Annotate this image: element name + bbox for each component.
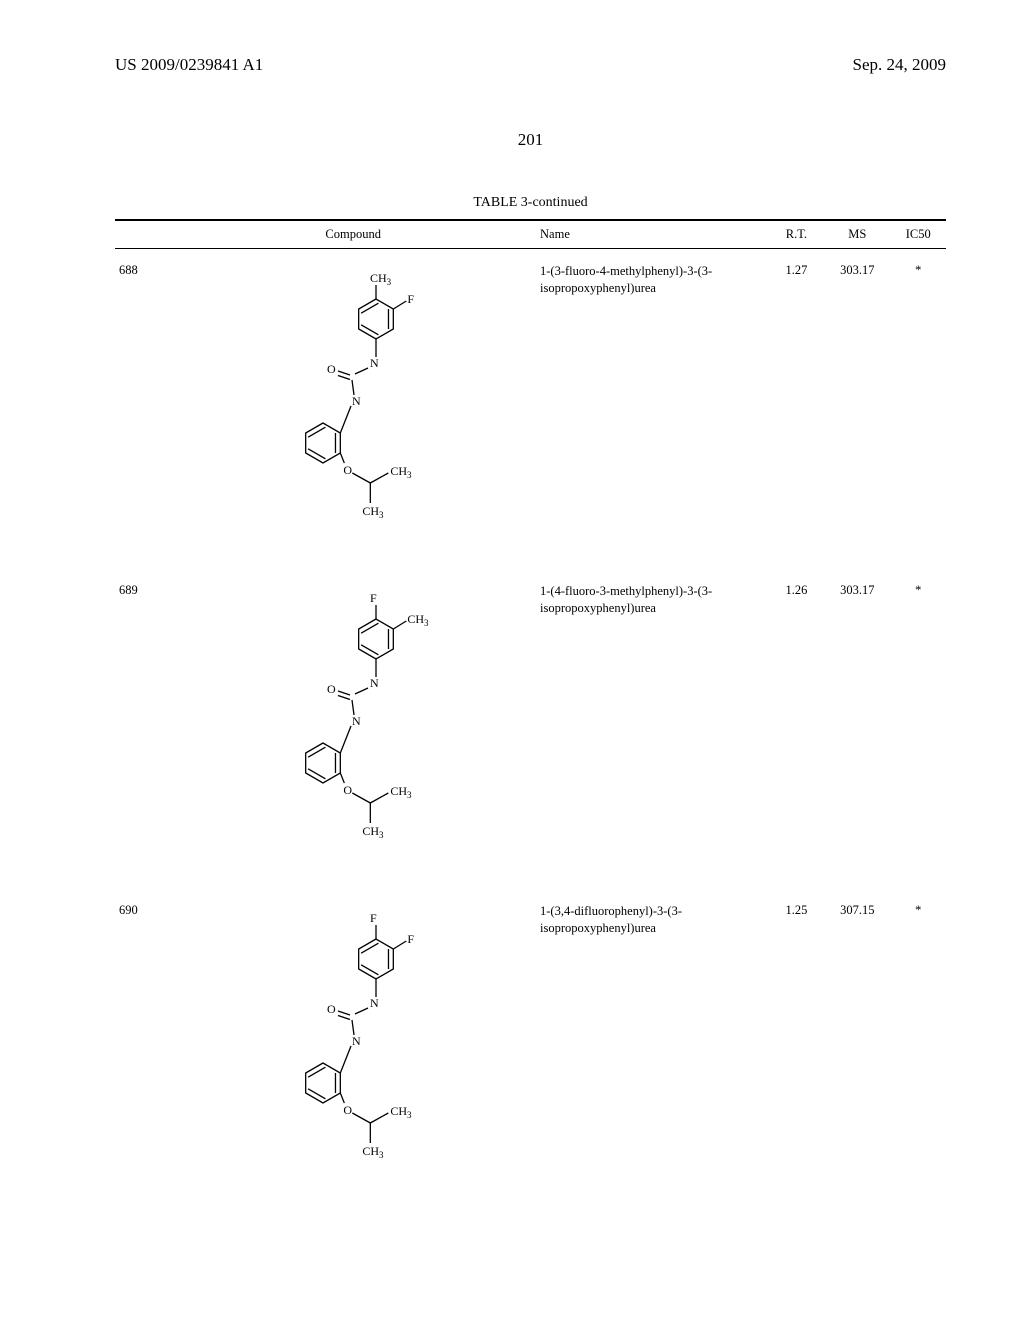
svg-text:F: F: [408, 292, 415, 306]
svg-text:O: O: [327, 1002, 336, 1016]
compound-structure: F CH3 N O N O CH3 CH3: [170, 569, 536, 889]
svg-text:N: N: [370, 676, 379, 690]
col-rt: R.T.: [769, 221, 824, 249]
svg-text:O: O: [344, 1103, 353, 1117]
svg-text:CH3: CH3: [363, 504, 385, 520]
svg-text:F: F: [370, 591, 377, 605]
svg-text:F: F: [370, 911, 377, 925]
svg-text:CH3: CH3: [391, 784, 413, 800]
svg-text:O: O: [344, 463, 353, 477]
svg-text:O: O: [344, 783, 353, 797]
svg-text:N: N: [370, 356, 379, 370]
compound-table: Compound Name R.T. MS IC50 688CH3FNONOCH…: [115, 221, 946, 1209]
publication-number: US 2009/0239841 A1: [115, 55, 263, 75]
ms-value: 307.15: [824, 889, 890, 1209]
svg-text:CH3: CH3: [363, 824, 385, 840]
svg-text:O: O: [327, 362, 336, 376]
svg-text:CH3: CH3: [408, 612, 430, 628]
svg-text:CH3: CH3: [370, 271, 392, 287]
col-name: Name: [536, 221, 769, 249]
compound-name: 1-(4-fluoro-3-methylphenyl)-3-(3-isoprop…: [536, 569, 769, 889]
table-row: 689 F CH3 N O N O CH3 CH3 1-(4-fluoro-3-methylphe…: [115, 569, 946, 889]
rt-value: 1.27: [769, 249, 824, 570]
col-ms: MS: [824, 221, 890, 249]
col-compound: Compound: [170, 221, 536, 249]
compound-name: 1-(3,4-difluorophenyl)-3-(3-isopropoxyph…: [536, 889, 769, 1209]
svg-text:CH3: CH3: [363, 1144, 385, 1160]
table-row: 688 CH3 F N O N O CH3 CH3 1-(3-fluoro-4-methylphe…: [115, 249, 946, 570]
compound-id: 688: [115, 249, 170, 570]
table-header-row: Compound Name R.T. MS IC50: [115, 221, 946, 249]
svg-text:N: N: [370, 996, 379, 1010]
compound-structure: CH3 F N O N O CH3 CH3: [170, 249, 536, 570]
svg-text:O: O: [327, 682, 336, 696]
ms-value: 303.17: [824, 569, 890, 889]
ms-value: 303.17: [824, 249, 890, 570]
svg-text:N: N: [352, 1034, 361, 1048]
col-id: [115, 221, 170, 249]
col-ic50: IC50: [891, 221, 946, 249]
ic50-value: *: [891, 889, 946, 1209]
rt-value: 1.26: [769, 569, 824, 889]
svg-text:CH3: CH3: [391, 464, 413, 480]
compound-id: 690: [115, 889, 170, 1209]
publication-date: Sep. 24, 2009: [853, 55, 947, 75]
ic50-value: *: [891, 249, 946, 570]
svg-text:N: N: [352, 714, 361, 728]
page-header: US 2009/0239841 A1 Sep. 24, 2009: [115, 55, 946, 75]
ic50-value: *: [891, 569, 946, 889]
svg-text:CH3: CH3: [391, 1104, 413, 1120]
table-row: 690 F F N O N O CH3 CH3 1-(3,4-difluorophenyl)-3-…: [115, 889, 946, 1209]
compound-id: 689: [115, 569, 170, 889]
compound-name: 1-(3-fluoro-4-methylphenyl)-3-(3-isoprop…: [536, 249, 769, 570]
svg-text:N: N: [352, 394, 361, 408]
page-number: 201: [115, 130, 946, 150]
table-caption: TABLE 3-continued: [115, 195, 946, 211]
svg-text:F: F: [408, 932, 415, 946]
compound-structure: F F N O N O CH3 CH3: [170, 889, 536, 1209]
rt-value: 1.25: [769, 889, 824, 1209]
